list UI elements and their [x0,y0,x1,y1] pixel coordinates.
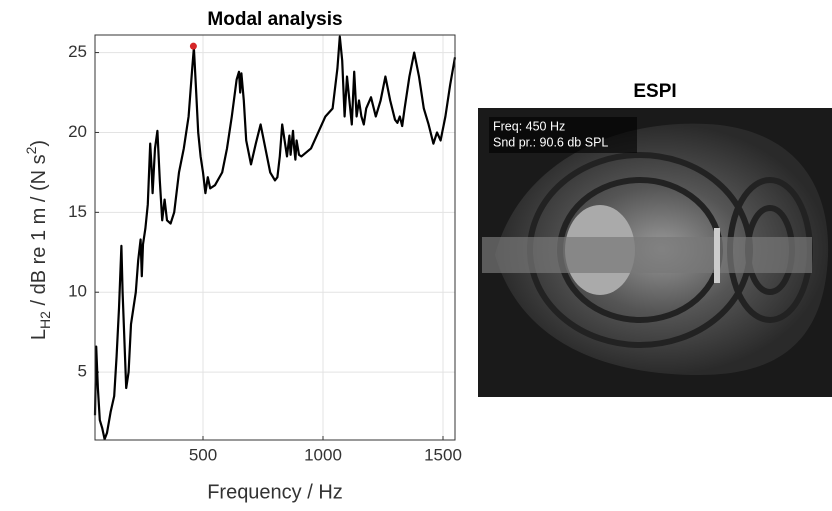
y-axis-label: LH2 / dB re 1 m / (N s2) [23,140,53,340]
x-tick-label: 1000 [304,445,342,464]
espi-title: ESPI [633,81,676,102]
espi-label-box [489,117,637,153]
data-line [93,35,457,441]
y-tick-label: 10 [68,282,87,301]
y-label-sub: H2 [37,311,53,329]
espi-neck [482,237,812,273]
y-label-end: ) [28,140,50,147]
espi-pressure: Snd pr.: 90.6 db SPL [493,135,608,149]
plot-frame [94,34,456,441]
highlight-point [189,42,197,50]
x-tick-label: 1500 [424,445,462,464]
plot-background [95,35,455,440]
chart-title: Modal analysis [207,9,342,30]
y-label-sup: 2 [23,146,39,154]
y-label-middle: / dB re 1 m / (N s [28,154,50,311]
y-tick-label: 15 [68,202,87,221]
x-axis-label: Frequency / Hz [207,481,343,503]
y-tick-label: 25 [68,42,87,61]
espi-panel: ESPI Freq: 450 Hz Snd pr.: 90.6 db SPL [478,81,832,397]
x-tick-label: 500 [189,445,217,464]
y-tick-label: 20 [68,122,87,141]
y-tick-label: 5 [78,362,87,381]
y-label-main: L [28,329,50,340]
espi-freq: Freq: 450 Hz [493,119,565,133]
plot-area: 500 1000 1500 5 10 15 20 25 [68,34,462,464]
espi-bridge [714,228,720,283]
